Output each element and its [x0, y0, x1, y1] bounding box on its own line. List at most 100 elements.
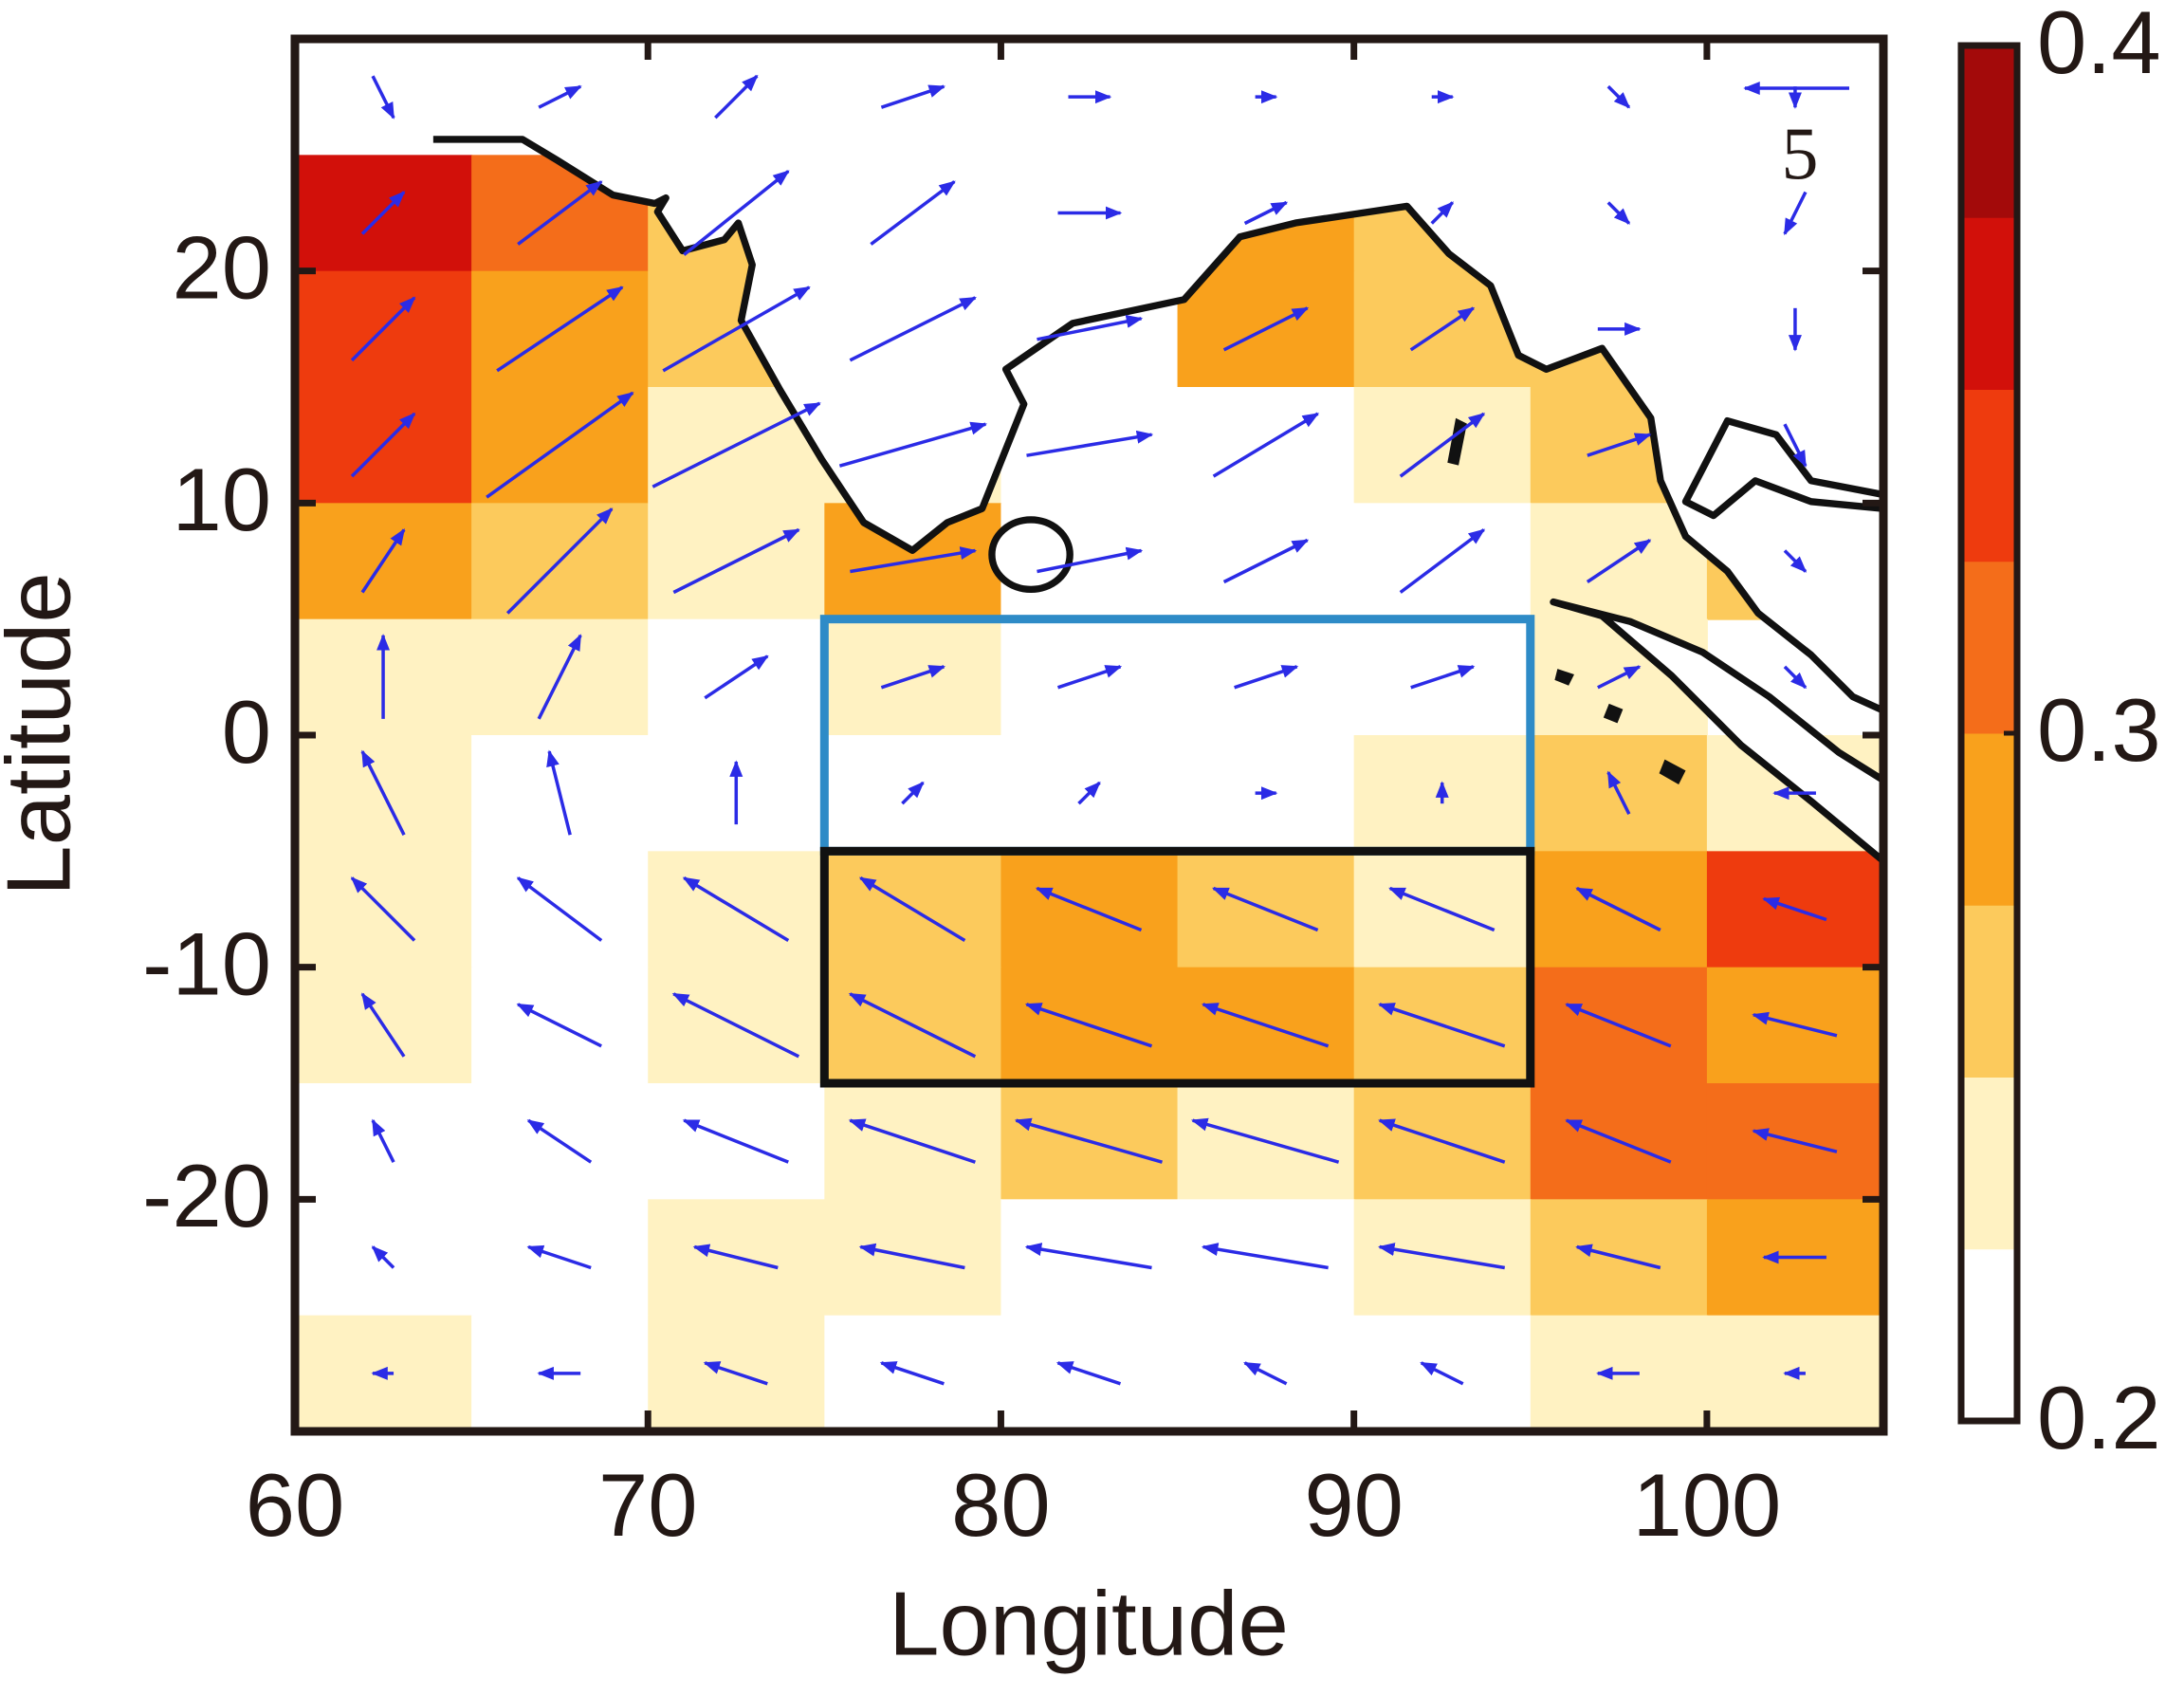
- wind-vector: [1752, 1128, 1838, 1153]
- wind-vector: [1410, 665, 1476, 690]
- wind-vector: [1077, 781, 1101, 805]
- wind-vector: [360, 528, 406, 594]
- wind-vector: [1037, 546, 1144, 574]
- x-tick-label: 80: [951, 1455, 1051, 1555]
- wind-vector: [1565, 1003, 1672, 1048]
- wind-vector: [1024, 1243, 1152, 1270]
- y-tick-label: 20: [172, 217, 271, 317]
- wind-vector: [1399, 528, 1486, 594]
- wind-vector: [1377, 1243, 1506, 1270]
- wind-vector: [682, 876, 790, 943]
- wind-vector: [1420, 1361, 1464, 1386]
- colorbar-tick-label: 0.3: [2037, 680, 2161, 780]
- wind-vector: [516, 1003, 602, 1048]
- wind-vector: [838, 421, 988, 468]
- y-tick-label: 0: [222, 682, 271, 782]
- wind-vector: [1035, 886, 1143, 932]
- colorbar-band: [1961, 561, 2017, 734]
- wind-vector: [350, 876, 416, 942]
- wind-vector: [1014, 1117, 1163, 1164]
- wind-vector: [652, 401, 821, 489]
- wind-vector: [1243, 200, 1289, 226]
- wind-vector: [1783, 665, 1808, 690]
- wind-vector: [1575, 1244, 1661, 1270]
- y-axis-label: Latitude: [0, 572, 89, 896]
- wind-vector: [714, 74, 759, 120]
- wind-vector: [360, 191, 406, 235]
- wind-vector: [1606, 770, 1631, 815]
- wind-vector: [1378, 1118, 1506, 1164]
- wind-vector: [1212, 412, 1320, 478]
- wind-vector: [850, 546, 978, 574]
- wind-vector: [683, 170, 790, 256]
- wind-vector: [517, 180, 603, 246]
- wind-vector: [1762, 896, 1827, 922]
- plot-frame: [290, 34, 1888, 1436]
- wind-vector: [704, 654, 769, 700]
- wind-vector: [1234, 665, 1299, 690]
- wind-vector: [1037, 315, 1144, 341]
- wind-vector: [526, 1244, 592, 1270]
- wind-vector: [1201, 1243, 1329, 1270]
- wind-vector: [662, 286, 811, 373]
- wind-vector: [1586, 539, 1652, 583]
- wind-vector: [1430, 201, 1454, 225]
- x-tick-label: 90: [1304, 1455, 1404, 1555]
- wind-vector: [703, 1361, 768, 1386]
- colorbar-tick-label: 0.4: [2037, 0, 2161, 92]
- region-box: [819, 846, 1535, 1088]
- wind-vector: [901, 781, 925, 805]
- wind-vector: [350, 412, 416, 478]
- wind-vector: [671, 992, 800, 1059]
- wind-vector: [371, 1245, 395, 1269]
- wind-vector: [880, 84, 946, 109]
- wind-vector: [360, 992, 406, 1058]
- colorbar-band: [1961, 46, 2017, 218]
- x-tick-label: 70: [598, 1455, 698, 1555]
- wind-vector: [1606, 201, 1631, 225]
- reference-label: 5: [1782, 112, 1819, 194]
- colorbar-band: [1961, 217, 2017, 390]
- x-tick-label: 100: [1632, 1455, 1781, 1555]
- wind-vector: [1606, 84, 1631, 109]
- wind-vector: [538, 84, 582, 109]
- wind-vector: [496, 286, 624, 373]
- y-tick-label: 10: [172, 450, 271, 549]
- wind-vector: [1024, 1003, 1153, 1048]
- wind-vector: [537, 634, 582, 720]
- wind-vector: [1222, 538, 1310, 584]
- wind-vector: [1783, 423, 1808, 468]
- wind-vector: [1575, 886, 1661, 932]
- colorbar-band: [1961, 1077, 2017, 1250]
- wind-vector: [505, 507, 614, 615]
- wind-vector: [1597, 665, 1642, 690]
- wind-vector: [486, 391, 634, 499]
- wind-vector: [682, 1118, 789, 1164]
- wind-vector: [879, 1361, 945, 1386]
- wind-vector: [1388, 886, 1496, 932]
- y-tick-label: -10: [142, 913, 271, 1013]
- wind-vector: [1587, 433, 1652, 457]
- wind-vector: [870, 180, 956, 246]
- wind-vector: [849, 296, 977, 362]
- wind-vector: [858, 1243, 965, 1270]
- wind-vector: [526, 1118, 593, 1164]
- wind-vector: [360, 749, 406, 836]
- wind-vector: [1201, 1003, 1330, 1048]
- wind-vector: [1243, 1361, 1288, 1386]
- wind-vector: [1211, 886, 1319, 932]
- colorbar-tick-label: 0.2: [2037, 1368, 2161, 1467]
- wind-vector: [1399, 412, 1486, 478]
- wind-vector: [371, 75, 395, 120]
- wind-vector: [1409, 306, 1476, 352]
- wind-vector: [1783, 191, 1808, 236]
- wind-vector: [1565, 1118, 1672, 1164]
- wind-vector: [880, 665, 946, 690]
- wind-vector: [848, 1118, 976, 1164]
- wind-vector: [371, 1118, 395, 1163]
- wind-vector: [546, 749, 572, 836]
- wind-vector: [1752, 1011, 1838, 1038]
- colorbar-band: [1961, 733, 2017, 906]
